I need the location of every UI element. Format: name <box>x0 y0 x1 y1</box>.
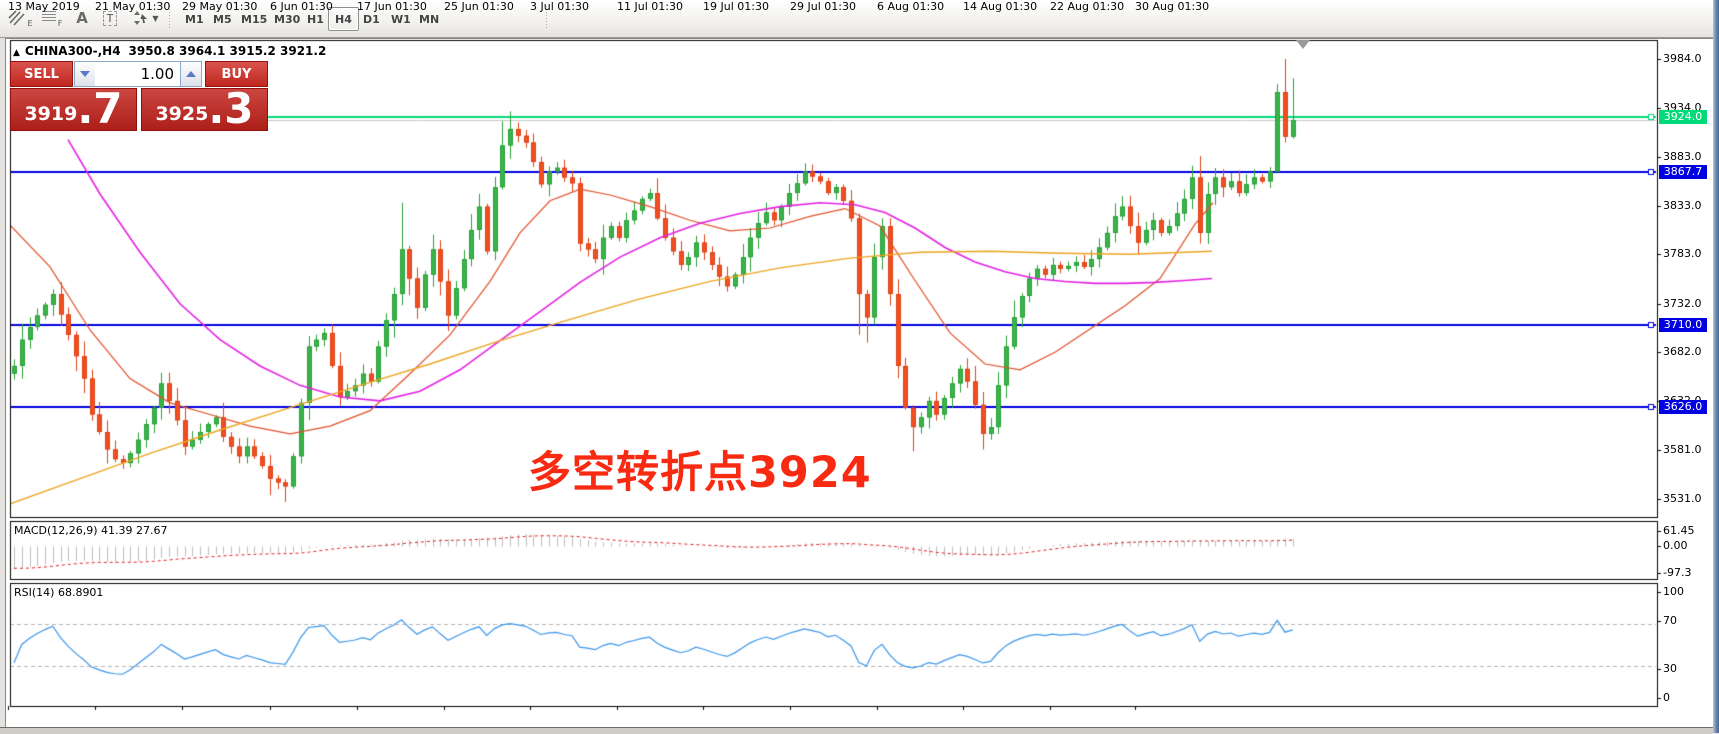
chart-annotation-text: 多空转折点3924 <box>528 448 872 498</box>
timeframe-button-M5[interactable]: M5 <box>213 12 232 26</box>
macd-tick-0.00: 0.00 <box>1663 539 1688 552</box>
buy-price-panel[interactable]: 3925 .3 <box>141 88 268 131</box>
hatch-icon-sub: E <box>27 18 33 28</box>
date-label-25-Jun-01-30: 25 Jun 01:30 <box>444 0 514 13</box>
sell-price-main: 3919 <box>24 103 78 125</box>
ohlc-values: 3950.8 3964.1 3915.2 3921.2 <box>128 44 327 58</box>
price-badge-3924.0: 3924.0 <box>1659 110 1707 124</box>
macd-tick-61.45: 61.45 <box>1663 524 1695 537</box>
timeframe-button-H4[interactable]: H4 <box>328 7 359 31</box>
date-label-29-May-01-30: 29 May 01:30 <box>182 0 258 13</box>
chart-shift-marker-icon[interactable] <box>1296 40 1310 49</box>
date-label-30-Aug-01-30: 30 Aug 01:30 <box>1135 0 1210 13</box>
date-label-14-Aug-01-30: 14 Aug 01:30 <box>963 0 1038 13</box>
sell-price-panel[interactable]: 3919 .7 <box>10 88 137 131</box>
buy-button-label: BUY <box>221 66 252 82</box>
timeframe-button-M30[interactable]: M30 <box>274 12 301 26</box>
buy-price-frac: .3 <box>208 84 254 133</box>
timeframe-button-M15[interactable]: M15 <box>241 12 268 26</box>
window-right-border <box>1713 0 1719 733</box>
date-label-19-Jul-01-30: 19 Jul 01:30 <box>703 0 769 13</box>
dropdown-caret-icon: ▼ <box>152 13 159 23</box>
rsi-indicator-label: RSI(14) 68.8901 <box>14 586 104 599</box>
top-toolbar: E F A T ▼ M1 M5 M15 M30 H <box>0 0 1713 38</box>
date-label-3-Jul-01-30: 3 Jul 01:30 <box>530 0 589 13</box>
price-tick-3581.0: 3581.0 <box>1663 443 1702 456</box>
toolbar-separator-2 <box>545 6 548 30</box>
date-label-17-Jun-01-30: 17 Jun 01:30 <box>357 0 427 13</box>
text-a-icon: A <box>76 9 88 27</box>
macd-indicator-label: MACD(12,26,9) 41.39 27.67 <box>14 524 168 537</box>
price-tick-3883.0: 3883.0 <box>1663 150 1702 163</box>
cursor-sort-tool-button[interactable]: ▼ <box>128 6 164 30</box>
one-click-trading-widget: SELL BUY 3919 .7 3925 .3 <box>10 61 268 131</box>
date-label-6-Aug-01-30: 6 Aug 01:30 <box>877 0 945 13</box>
toolbar-separator <box>168 6 171 30</box>
timeframe-button-MN[interactable]: MN <box>419 12 440 26</box>
timeframe-button-H1[interactable]: H1 <box>307 12 324 26</box>
sell-price-frac: .7 <box>77 84 123 133</box>
grid-dots-tool-button[interactable]: F <box>38 6 66 30</box>
hatch-icon <box>8 10 26 26</box>
rsi-tick-70: 70 <box>1663 614 1677 627</box>
timeframe-button-W1[interactable]: W1 <box>391 12 411 26</box>
buy-button[interactable]: BUY <box>205 61 268 87</box>
crosshair-hatch-tool-button[interactable]: E <box>8 6 34 30</box>
sort-arrows-icon <box>134 11 148 25</box>
up-arrow-icon <box>186 71 196 77</box>
volume-input[interactable] <box>95 61 180 87</box>
price-tick-3984.0: 3984.0 <box>1663 52 1702 65</box>
collapse-triangle-icon[interactable]: ▲ <box>13 48 20 58</box>
price-badge-3626.0: 3626.0 <box>1659 400 1707 414</box>
down-arrow-icon <box>80 71 90 77</box>
volume-increase-button[interactable] <box>180 61 202 87</box>
price-badge-3710.0: 3710.0 <box>1659 318 1707 332</box>
price-tick-3531.0: 3531.0 <box>1663 492 1702 505</box>
grid-dots-icon <box>41 11 56 21</box>
rsi-tick-30: 30 <box>1663 662 1677 675</box>
rsi-tick-100: 100 <box>1663 585 1684 598</box>
timeframe-button-D1[interactable]: D1 <box>363 12 380 26</box>
price-tick-3783.0: 3783.0 <box>1663 247 1702 260</box>
sell-button[interactable]: SELL <box>10 61 73 87</box>
date-label-29-Jul-01-30: 29 Jul 01:30 <box>790 0 856 13</box>
sell-button-label: SELL <box>24 66 59 82</box>
symbol-name: CHINA300-,H4 <box>24 44 121 58</box>
price-tick-3732.0: 3732.0 <box>1663 297 1702 310</box>
timeframe-button-M1[interactable]: M1 <box>185 12 204 26</box>
buy-price-main: 3925 <box>155 103 209 125</box>
rsi-tick-0: 0 <box>1663 691 1670 704</box>
price-tick-3682.0: 3682.0 <box>1663 345 1702 358</box>
textbox-tool-button[interactable]: T <box>98 6 122 30</box>
date-label-13-May-2019: 13 May 2019 <box>8 0 80 13</box>
window-bottom-border <box>0 727 1713 734</box>
date-label-11-Jul-01-30: 11 Jul 01:30 <box>617 0 683 13</box>
text-label-tool-button[interactable]: A <box>72 6 92 30</box>
price-tick-3833.0: 3833.0 <box>1663 199 1702 212</box>
price-badge-3867.7: 3867.7 <box>1659 165 1707 179</box>
date-label-22-Aug-01-30: 22 Aug 01:30 <box>1050 0 1125 13</box>
textbox-t-icon: T <box>102 10 118 26</box>
date-label-6-Jun-01-30: 6 Jun 01:30 <box>270 0 333 13</box>
symbol-header: ▲ CHINA300-,H4 3950.8 3964.1 3915.2 3921.2 <box>13 44 326 58</box>
date-label-21-May-01-30: 21 May 01:30 <box>95 0 171 13</box>
macd-tick--97.3: -97.3 <box>1663 566 1692 579</box>
grid-dots-icon-sub: F <box>57 18 63 28</box>
